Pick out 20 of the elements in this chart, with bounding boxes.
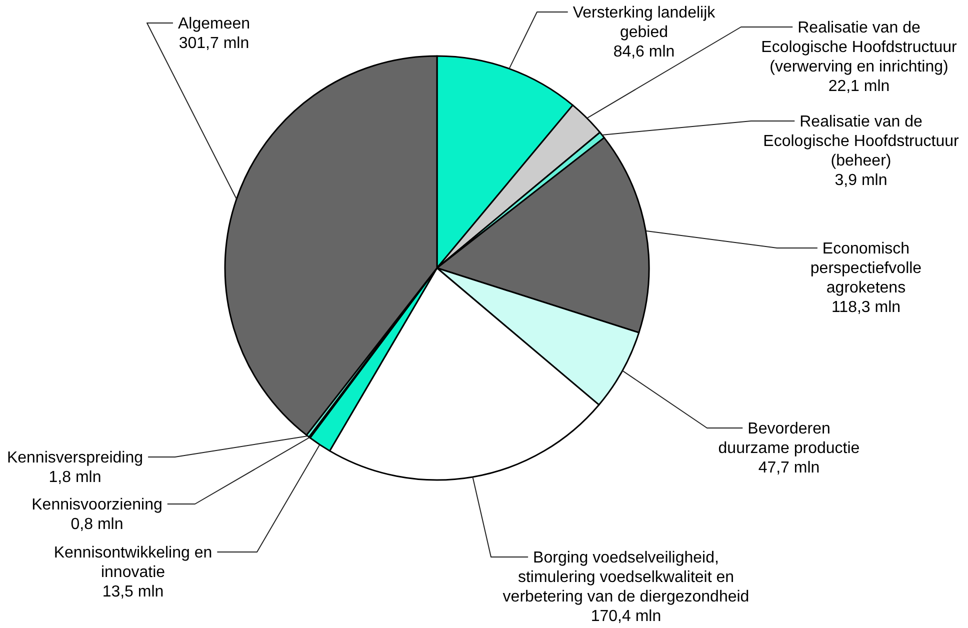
- data-label: 84,6 mln: [613, 44, 675, 61]
- data-label: 13,5 mln: [102, 584, 164, 601]
- slice-label: Bevorderen duurzame productie: [718, 420, 860, 458]
- data-label: 22,1 mln: [828, 78, 890, 96]
- slice-label: Algemeen: [178, 16, 250, 33]
- data-label: 301,7 mln: [178, 35, 250, 52]
- data-label: 118,3 mln: [831, 299, 901, 316]
- data-label: 170,4 mln: [590, 608, 662, 626]
- slice-label: Versterking landelijk gebied: [572, 4, 716, 42]
- slice-label: Realisatie van de Ecologische Hoofdstructuur (beheer): [763, 114, 960, 170]
- slice-label: Kennisverspreiding: [6, 450, 144, 467]
- data-label: 47,7 mln: [758, 460, 820, 477]
- slice-label: Borging voedselveiligheid, stimulering voedselkwaliteit en verbetering van de diergezondheid: [502, 550, 750, 606]
- data-label: 0,8 mln: [70, 516, 124, 534]
- data-label: 1,8 mln: [48, 469, 102, 486]
- data-label: 3,9 mln: [834, 172, 888, 190]
- slice-label: Economisch perspectiefvolle agroketens: [810, 240, 922, 297]
- slice-label: Realisatie van de Ecologische Hoofdstructuur (verwerving en inrichting): [761, 20, 958, 76]
- slice-label: Kennisvoorziening: [32, 496, 162, 514]
- slice-label: Kennisontwikkeling en innovatie: [54, 544, 212, 582]
